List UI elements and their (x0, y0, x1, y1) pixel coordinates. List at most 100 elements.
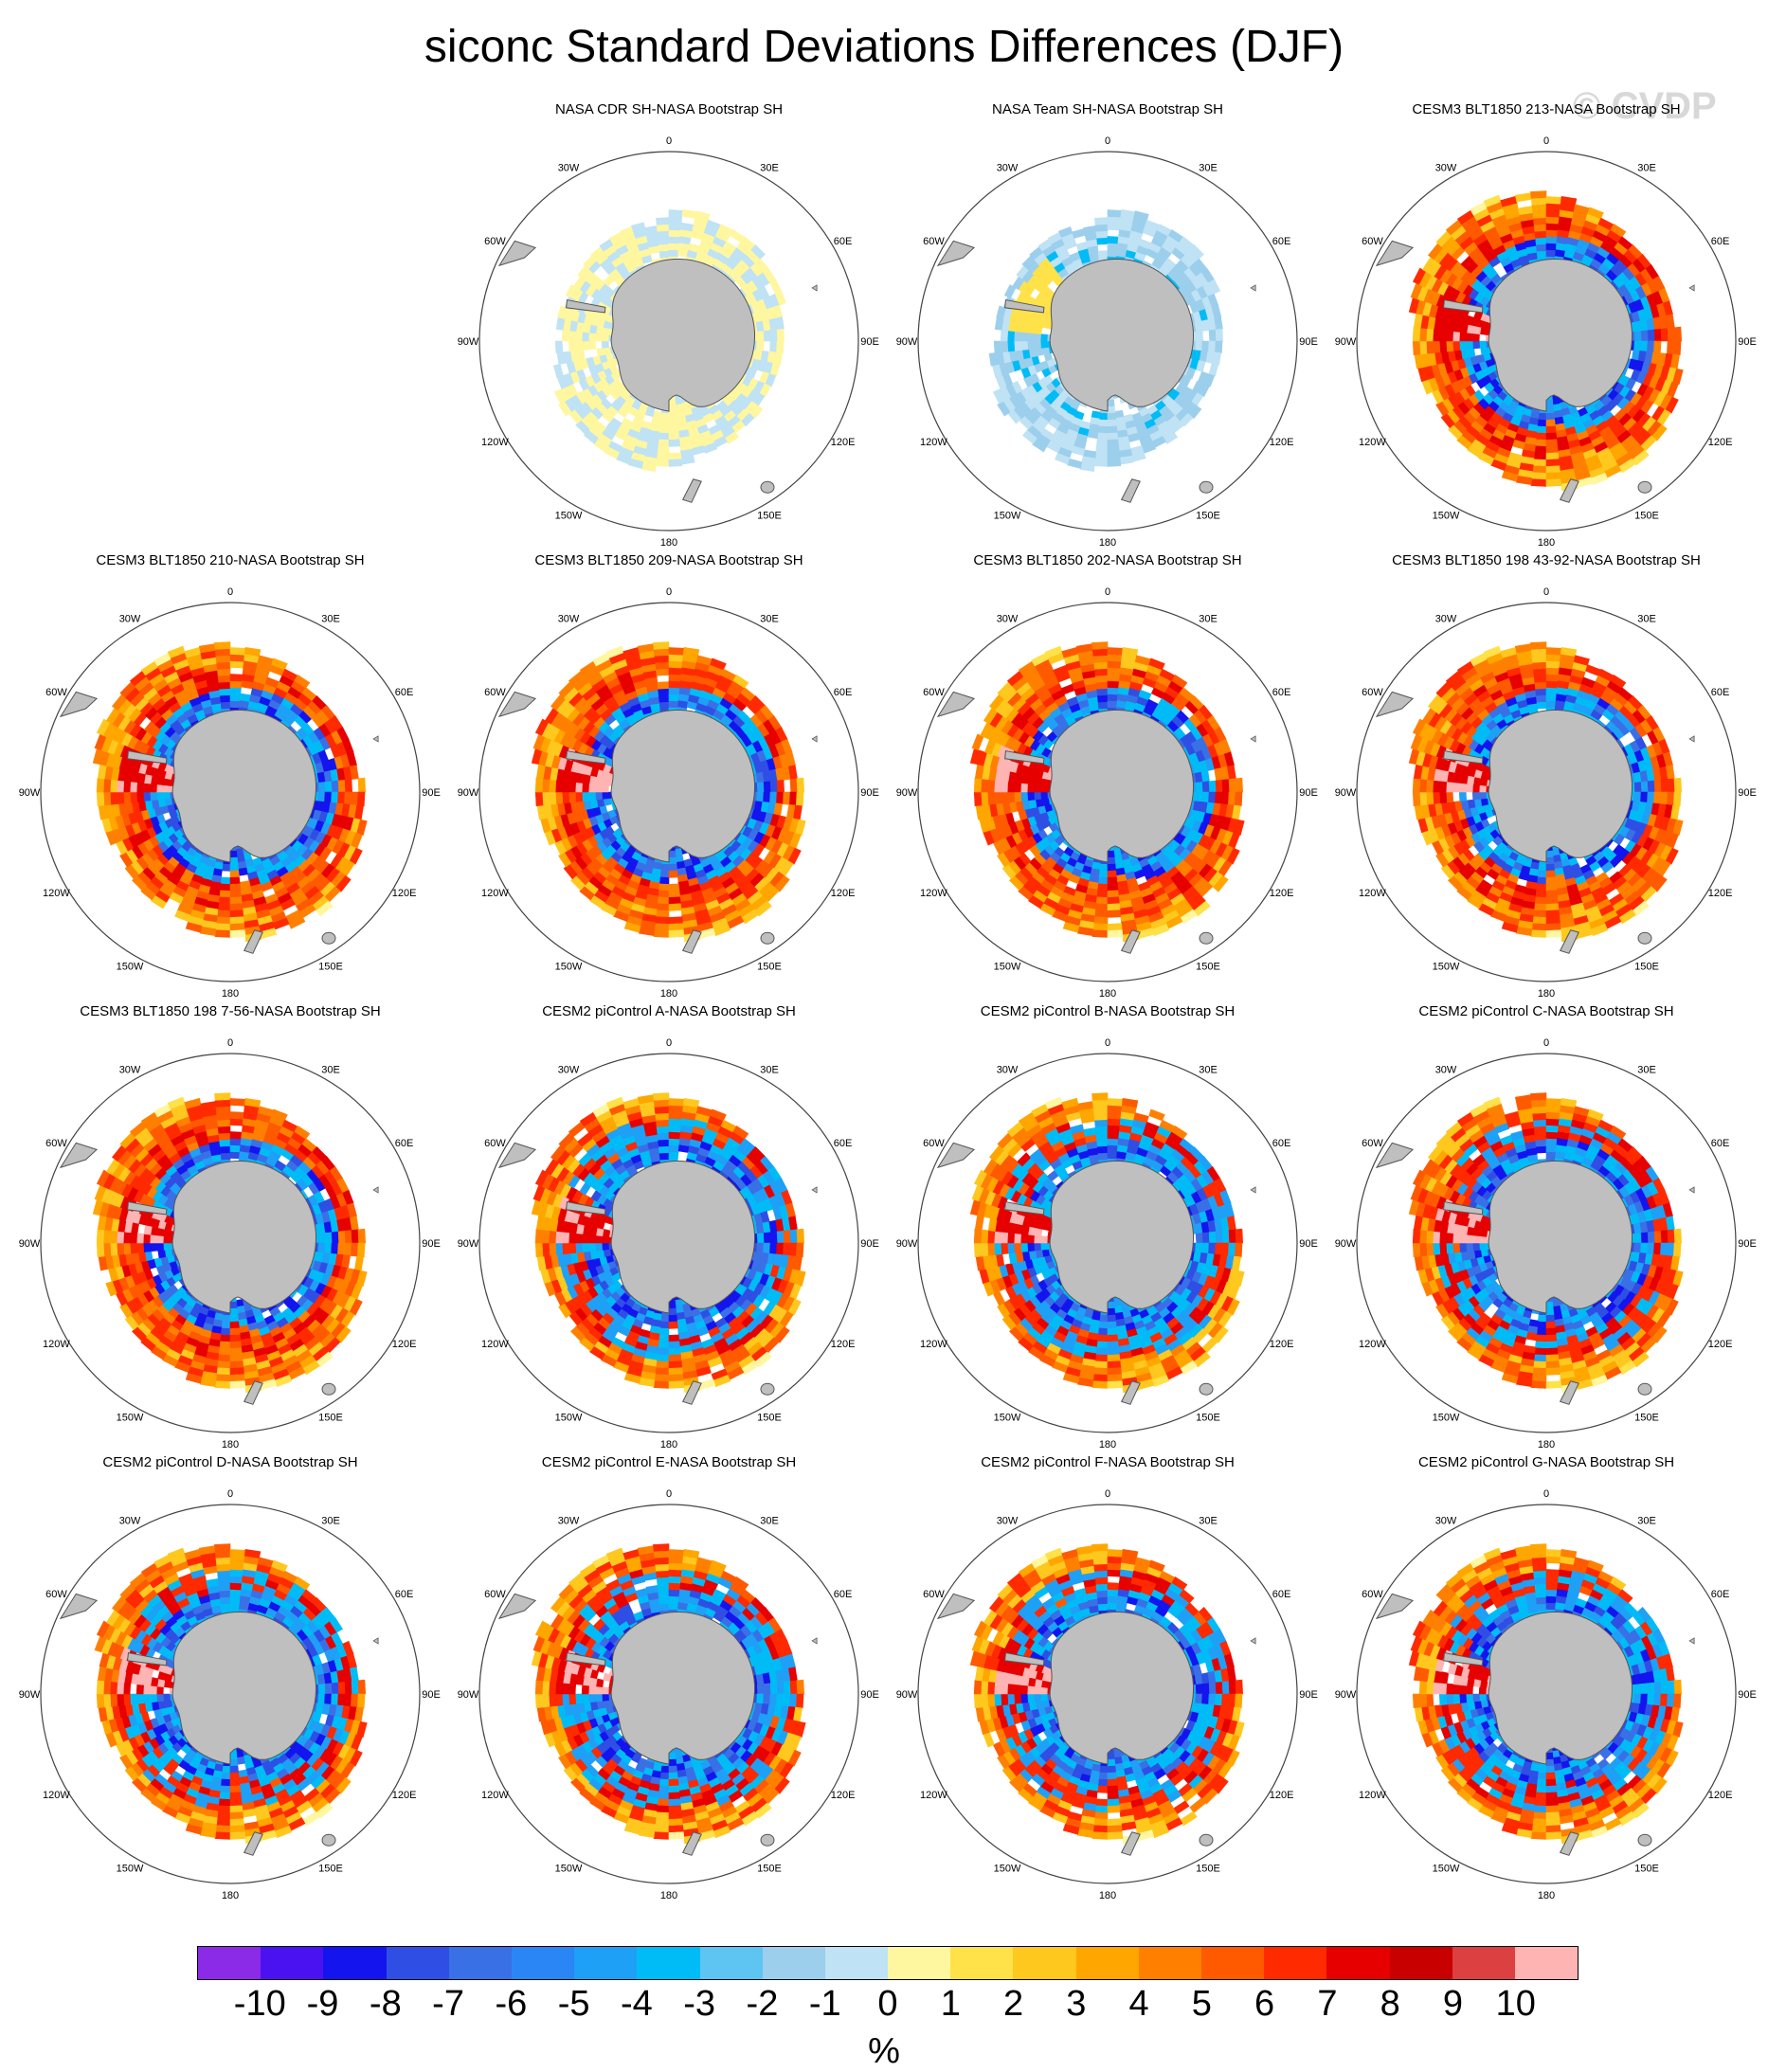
map-panel: 030E60E90E120E150E180150W120W90W60W30WCE… (896, 552, 1318, 1000)
ice-cell (631, 222, 646, 233)
ice-cell (229, 1327, 241, 1336)
ice-cell (668, 667, 683, 676)
ice-cell (668, 863, 678, 872)
ice-cell (1533, 668, 1547, 676)
ice-cell (1208, 780, 1218, 793)
ice-cell (656, 452, 670, 460)
longitude-label: 90W (19, 787, 41, 799)
longitude-label: 90E (1299, 787, 1318, 799)
ice-cell (658, 890, 670, 898)
ice-cell (1536, 701, 1547, 710)
ice-cell (229, 1111, 244, 1120)
ice-cell (1022, 375, 1035, 387)
ice-cell (344, 1242, 352, 1256)
ice-cell (668, 419, 678, 427)
ice-cell (1432, 791, 1441, 804)
panel-title: NASA Team SH-NASA Bootstrap SH (992, 101, 1223, 117)
ice-cell (1478, 791, 1487, 800)
ice-cell (218, 1347, 231, 1356)
ice-cell (741, 909, 759, 925)
new-zealand-landmass (681, 478, 702, 503)
panel-title: CESM3 BLT1850 198 7-56-NASA Bootstrap SH (80, 1003, 380, 1019)
ice-cell (1535, 883, 1547, 892)
ice-cell (294, 675, 311, 689)
ice-cell (116, 780, 125, 793)
ice-cell (1545, 399, 1554, 407)
longitude-label: 60W (484, 236, 506, 247)
ice-cell (1096, 432, 1109, 441)
ice-cell (1033, 340, 1041, 350)
longitude-label: 180 (1099, 537, 1116, 549)
ice-cell (548, 1230, 557, 1244)
ice-cell (1006, 340, 1016, 352)
ice-cell (1032, 439, 1048, 453)
ice-cell (1545, 660, 1561, 669)
ice-cell (1201, 781, 1211, 793)
ice-cell (155, 784, 164, 793)
ice-cell (616, 453, 632, 465)
ice-cell (557, 305, 568, 319)
tasmania-landmass (1199, 931, 1214, 945)
ice-cell (653, 648, 670, 657)
ice-cell (1418, 340, 1428, 355)
ice-cell (116, 791, 125, 804)
ice-cell (574, 791, 584, 802)
ice-cell (996, 305, 1006, 319)
tasmania-landmass (1637, 480, 1652, 494)
ice-cell (1039, 903, 1056, 916)
ice-cell (1107, 700, 1118, 709)
ice-cell (1096, 237, 1109, 245)
ice-cell (1640, 340, 1649, 352)
ice-cell (769, 791, 778, 804)
ice-cell (1545, 647, 1562, 656)
ice-cell (587, 791, 596, 802)
ice-cell (563, 864, 578, 880)
map-panel: 030E60E90E120E150E180150W120W90W60W30WCE… (1335, 552, 1757, 1000)
ice-cell (1537, 412, 1547, 421)
longitude-label: 90W (1335, 787, 1357, 799)
ice-cell (1001, 864, 1017, 880)
ice-cell (653, 929, 670, 938)
ice-cell (1107, 910, 1122, 918)
ice-cell (221, 1321, 231, 1329)
ice-cell (1093, 910, 1109, 918)
ice-cell (1107, 660, 1122, 669)
ice-cell (655, 1367, 670, 1376)
ice-cell (552, 364, 564, 378)
longitude-label: 120W (1359, 888, 1386, 899)
longitude-label: 0 (227, 1037, 233, 1049)
ice-cell (1208, 363, 1219, 377)
ice-cell (1095, 681, 1109, 690)
ice-cell (1536, 425, 1547, 434)
ice-cell (337, 1230, 347, 1244)
ice-cell (568, 1232, 576, 1244)
ice-cell (658, 250, 670, 259)
ice-cell (238, 867, 248, 876)
ice-cell (594, 1242, 603, 1252)
ice-cell (217, 675, 231, 683)
ice-cell (219, 1139, 231, 1147)
ice-cell (96, 1228, 105, 1244)
ice-cell (157, 1249, 167, 1259)
ice-cell (756, 340, 765, 351)
ice-cell (1107, 890, 1119, 898)
ice-cell (1545, 654, 1561, 662)
ice-cell (1107, 647, 1124, 656)
ice-cell (185, 922, 203, 933)
ice-cell (1515, 475, 1533, 485)
map-frame (478, 602, 859, 982)
ice-cell (594, 1234, 603, 1244)
ice-cell (1107, 667, 1122, 676)
ice-cell (155, 791, 164, 801)
south-america-landmass (59, 691, 99, 718)
ice-cell (695, 210, 711, 222)
ice-cell (1107, 876, 1118, 885)
ice-cell (702, 442, 718, 454)
ice-cell (776, 328, 785, 342)
ice-cell (1234, 819, 1245, 836)
ice-cell (1534, 445, 1547, 454)
ice-cell (1006, 791, 1016, 803)
longitude-label: 60W (923, 687, 945, 698)
ice-cell (1044, 645, 1063, 658)
ice-cell (1673, 777, 1683, 793)
